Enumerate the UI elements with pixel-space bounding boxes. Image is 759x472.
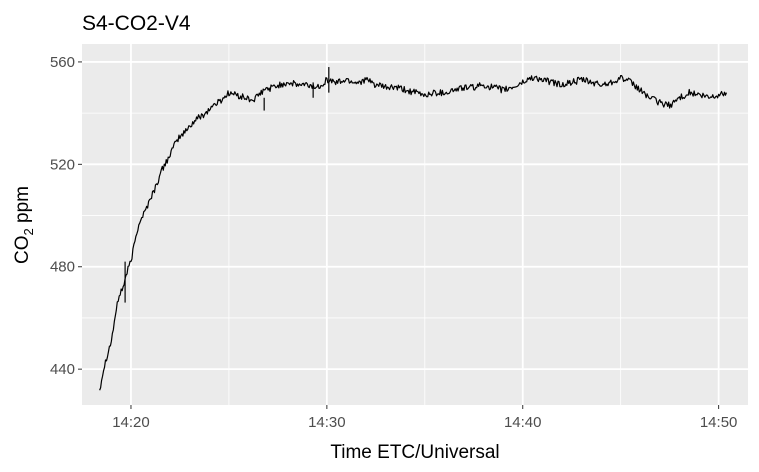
y-axis-title: CO2 ppm	[12, 186, 36, 264]
x-tick-label: 14:40	[504, 414, 542, 431]
y-axis-title-unit: ppm	[12, 186, 33, 228]
plot-panel	[82, 44, 748, 405]
y-axis-title-main: CO	[12, 235, 33, 264]
y-axis-title-subscript: 2	[21, 228, 36, 235]
grid	[82, 44, 748, 405]
chart-title: S4-CO2-V4	[82, 12, 191, 35]
y-tick-label: 440	[50, 361, 75, 378]
series-layer	[99, 67, 728, 391]
y-axis-ticks: 440 480 520 560	[50, 54, 82, 378]
x-axis-ticks: 14:20 14:30 14:40 14:50	[112, 405, 737, 431]
x-tick-label: 14:50	[700, 414, 738, 431]
x-tick-label: 14:20	[112, 414, 150, 431]
y-tick-label: 560	[50, 54, 75, 71]
x-axis-title: Time ETC/Universal	[330, 442, 499, 463]
series-line	[99, 74, 728, 391]
y-tick-label: 480	[50, 259, 75, 276]
x-tick-label: 14:30	[308, 414, 346, 431]
y-tick-label: 520	[50, 156, 75, 173]
